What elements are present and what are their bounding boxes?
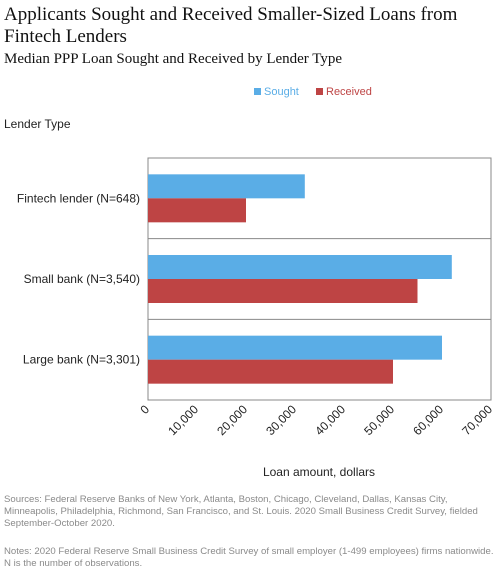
legend: Sought Received (254, 86, 372, 98)
y-axis-title: Lender Type (4, 117, 71, 131)
chart-title: Applicants Sought and Received Smaller-S… (4, 4, 458, 47)
legend-label-sought: Sought (264, 86, 299, 98)
bar-sought (148, 255, 452, 279)
legend-label-received: Received (326, 86, 372, 98)
bar-chart: Sought Received Lender Type Fintech lende… (4, 86, 495, 479)
bar-sought (148, 335, 442, 360)
bar-received (148, 198, 246, 223)
chart-subtitle: Median PPP Loan Sought and Received by L… (4, 51, 343, 67)
sources-note: Sources: Federal Reserve Banks of New Yo… (4, 494, 478, 529)
bar-received (148, 279, 418, 303)
legend-swatch-sought (254, 88, 261, 95)
category-label: Small bank (N=3,540) (24, 272, 140, 286)
x-tick-label: 20,000 (214, 402, 250, 438)
x-tick-label: 70,000 (459, 402, 495, 438)
x-axis-ticks: 0 10,000 20,000 30,000 40,000 50,000 60,000 70,… (137, 402, 495, 438)
bar-sought (148, 174, 305, 199)
x-tick-label: 10,000 (165, 402, 201, 438)
x-tick-label: 50,000 (361, 402, 397, 438)
x-tick-label: 30,000 (263, 402, 299, 438)
category-label: Fintech lender (N=648) (17, 191, 140, 205)
notes-note: Notes: 2020 Federal Reserve Small Busine… (4, 546, 494, 569)
x-tick-label: 0 (137, 402, 152, 417)
plot-area: Fintech lender (N=648) Small bank (N=3,54… (17, 174, 491, 384)
bar-received (148, 359, 393, 384)
x-tick-label: 40,000 (312, 402, 348, 438)
legend-swatch-received (316, 88, 323, 95)
category-label: Large bank (N=3,301) (23, 353, 140, 367)
x-tick-label: 60,000 (410, 402, 446, 438)
x-axis-title: Loan amount, dollars (263, 465, 375, 479)
